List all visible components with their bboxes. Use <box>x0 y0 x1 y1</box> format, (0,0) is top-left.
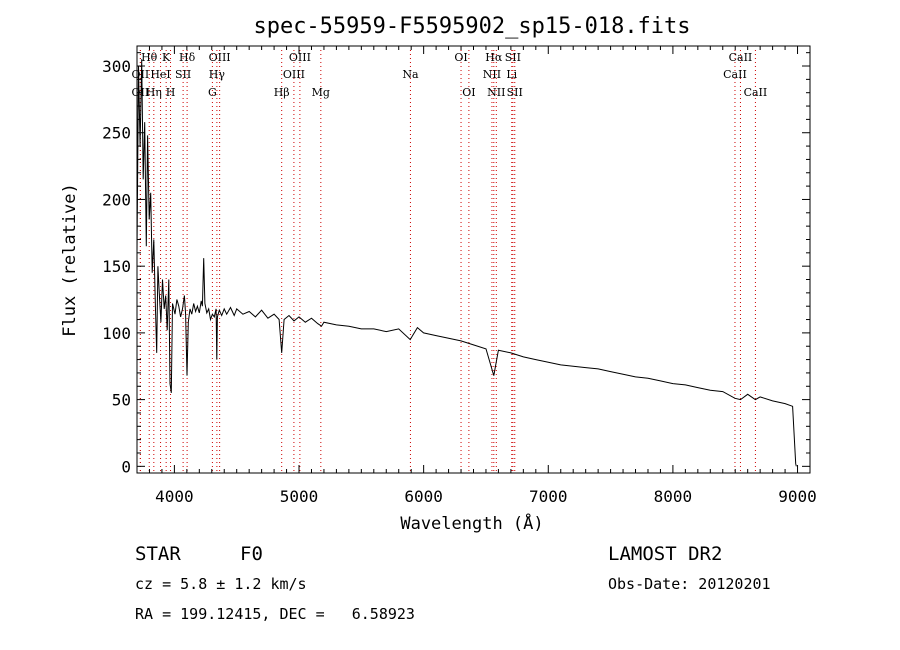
line-label-16: Na <box>402 68 419 81</box>
line-label-0: OII <box>132 68 150 81</box>
line-label-11: OIII <box>209 51 231 64</box>
line-label-15: Mg <box>312 86 330 99</box>
line-label-22: Li <box>506 68 517 81</box>
x-tick-label: 7000 <box>529 487 568 506</box>
x-tick-label: 9000 <box>778 487 817 506</box>
object-subclass: F0 <box>240 543 263 565</box>
line-label-20: Hα <box>485 51 503 64</box>
y-tick-label: 300 <box>102 57 131 76</box>
spectrum-line <box>136 59 797 467</box>
chart-title: spec-55959-F5595902_sp15-018.fits <box>253 14 690 39</box>
line-label-17: OI <box>454 51 467 64</box>
object-class: STAR <box>135 543 181 565</box>
spectral-line-labels: OIIOIIHθHηHeIKHSIIHδGHγOIIIHβOIIIOIIIMgN… <box>132 51 768 99</box>
line-label-10: Hγ <box>209 68 226 81</box>
line-label-19: NII <box>483 68 501 81</box>
y-tick-label: 150 <box>102 257 131 276</box>
plot-frame <box>136 45 811 474</box>
y-tick-label: 50 <box>112 391 131 410</box>
y-tick-label: 0 <box>121 457 131 476</box>
line-label-24: SII <box>507 86 523 99</box>
x-axis-label: Wavelength (Å) <box>400 512 543 534</box>
line-label-4: HeI <box>150 68 170 81</box>
x-axis-ticks: 4000 5000 6000 7000 8000 9000 <box>148 46 817 506</box>
line-label-18: OI <box>462 86 475 99</box>
y-tick-label: 250 <box>102 124 131 143</box>
line-label-27: CaII <box>744 86 768 99</box>
line-label-26: CaII <box>729 51 753 64</box>
line-label-23: SII <box>505 51 521 64</box>
line-label-7: SII <box>175 68 191 81</box>
y-axis-ticks: 0 50 100 150 200 250 300 <box>102 52 810 476</box>
line-label-6: H <box>166 86 176 99</box>
x-tick-label: 4000 <box>155 487 194 506</box>
line-label-14: OIII <box>289 51 311 64</box>
line-label-12: Hβ <box>274 86 290 99</box>
line-label-21: NII <box>487 86 505 99</box>
line-label-25: CaII <box>723 68 747 81</box>
y-tick-label: 100 <box>102 324 131 343</box>
x-tick-label: 8000 <box>654 487 693 506</box>
line-label-8: Hδ <box>179 51 196 64</box>
survey-name: LAMOST DR2 <box>608 543 723 565</box>
line-label-13: OIII <box>283 68 305 81</box>
line-label-5: K <box>162 51 171 64</box>
y-tick-label: 200 <box>102 190 131 209</box>
observation-date: Obs-Date: 20120201 <box>608 575 771 593</box>
x-tick-label: 5000 <box>280 487 319 506</box>
line-label-3: Hη <box>146 86 162 99</box>
spectral-line-markers <box>139 50 756 473</box>
x-tick-label: 6000 <box>404 487 443 506</box>
sky-coordinates: RA = 199.12415, DEC = 6.58923 <box>135 605 415 623</box>
line-label-2: Hθ <box>141 51 158 64</box>
line-label-9: G <box>208 86 217 99</box>
y-axis-label: Flux (relative) <box>60 183 80 337</box>
redshift-velocity: cz = 5.8 ± 1.2 km/s <box>135 575 307 593</box>
